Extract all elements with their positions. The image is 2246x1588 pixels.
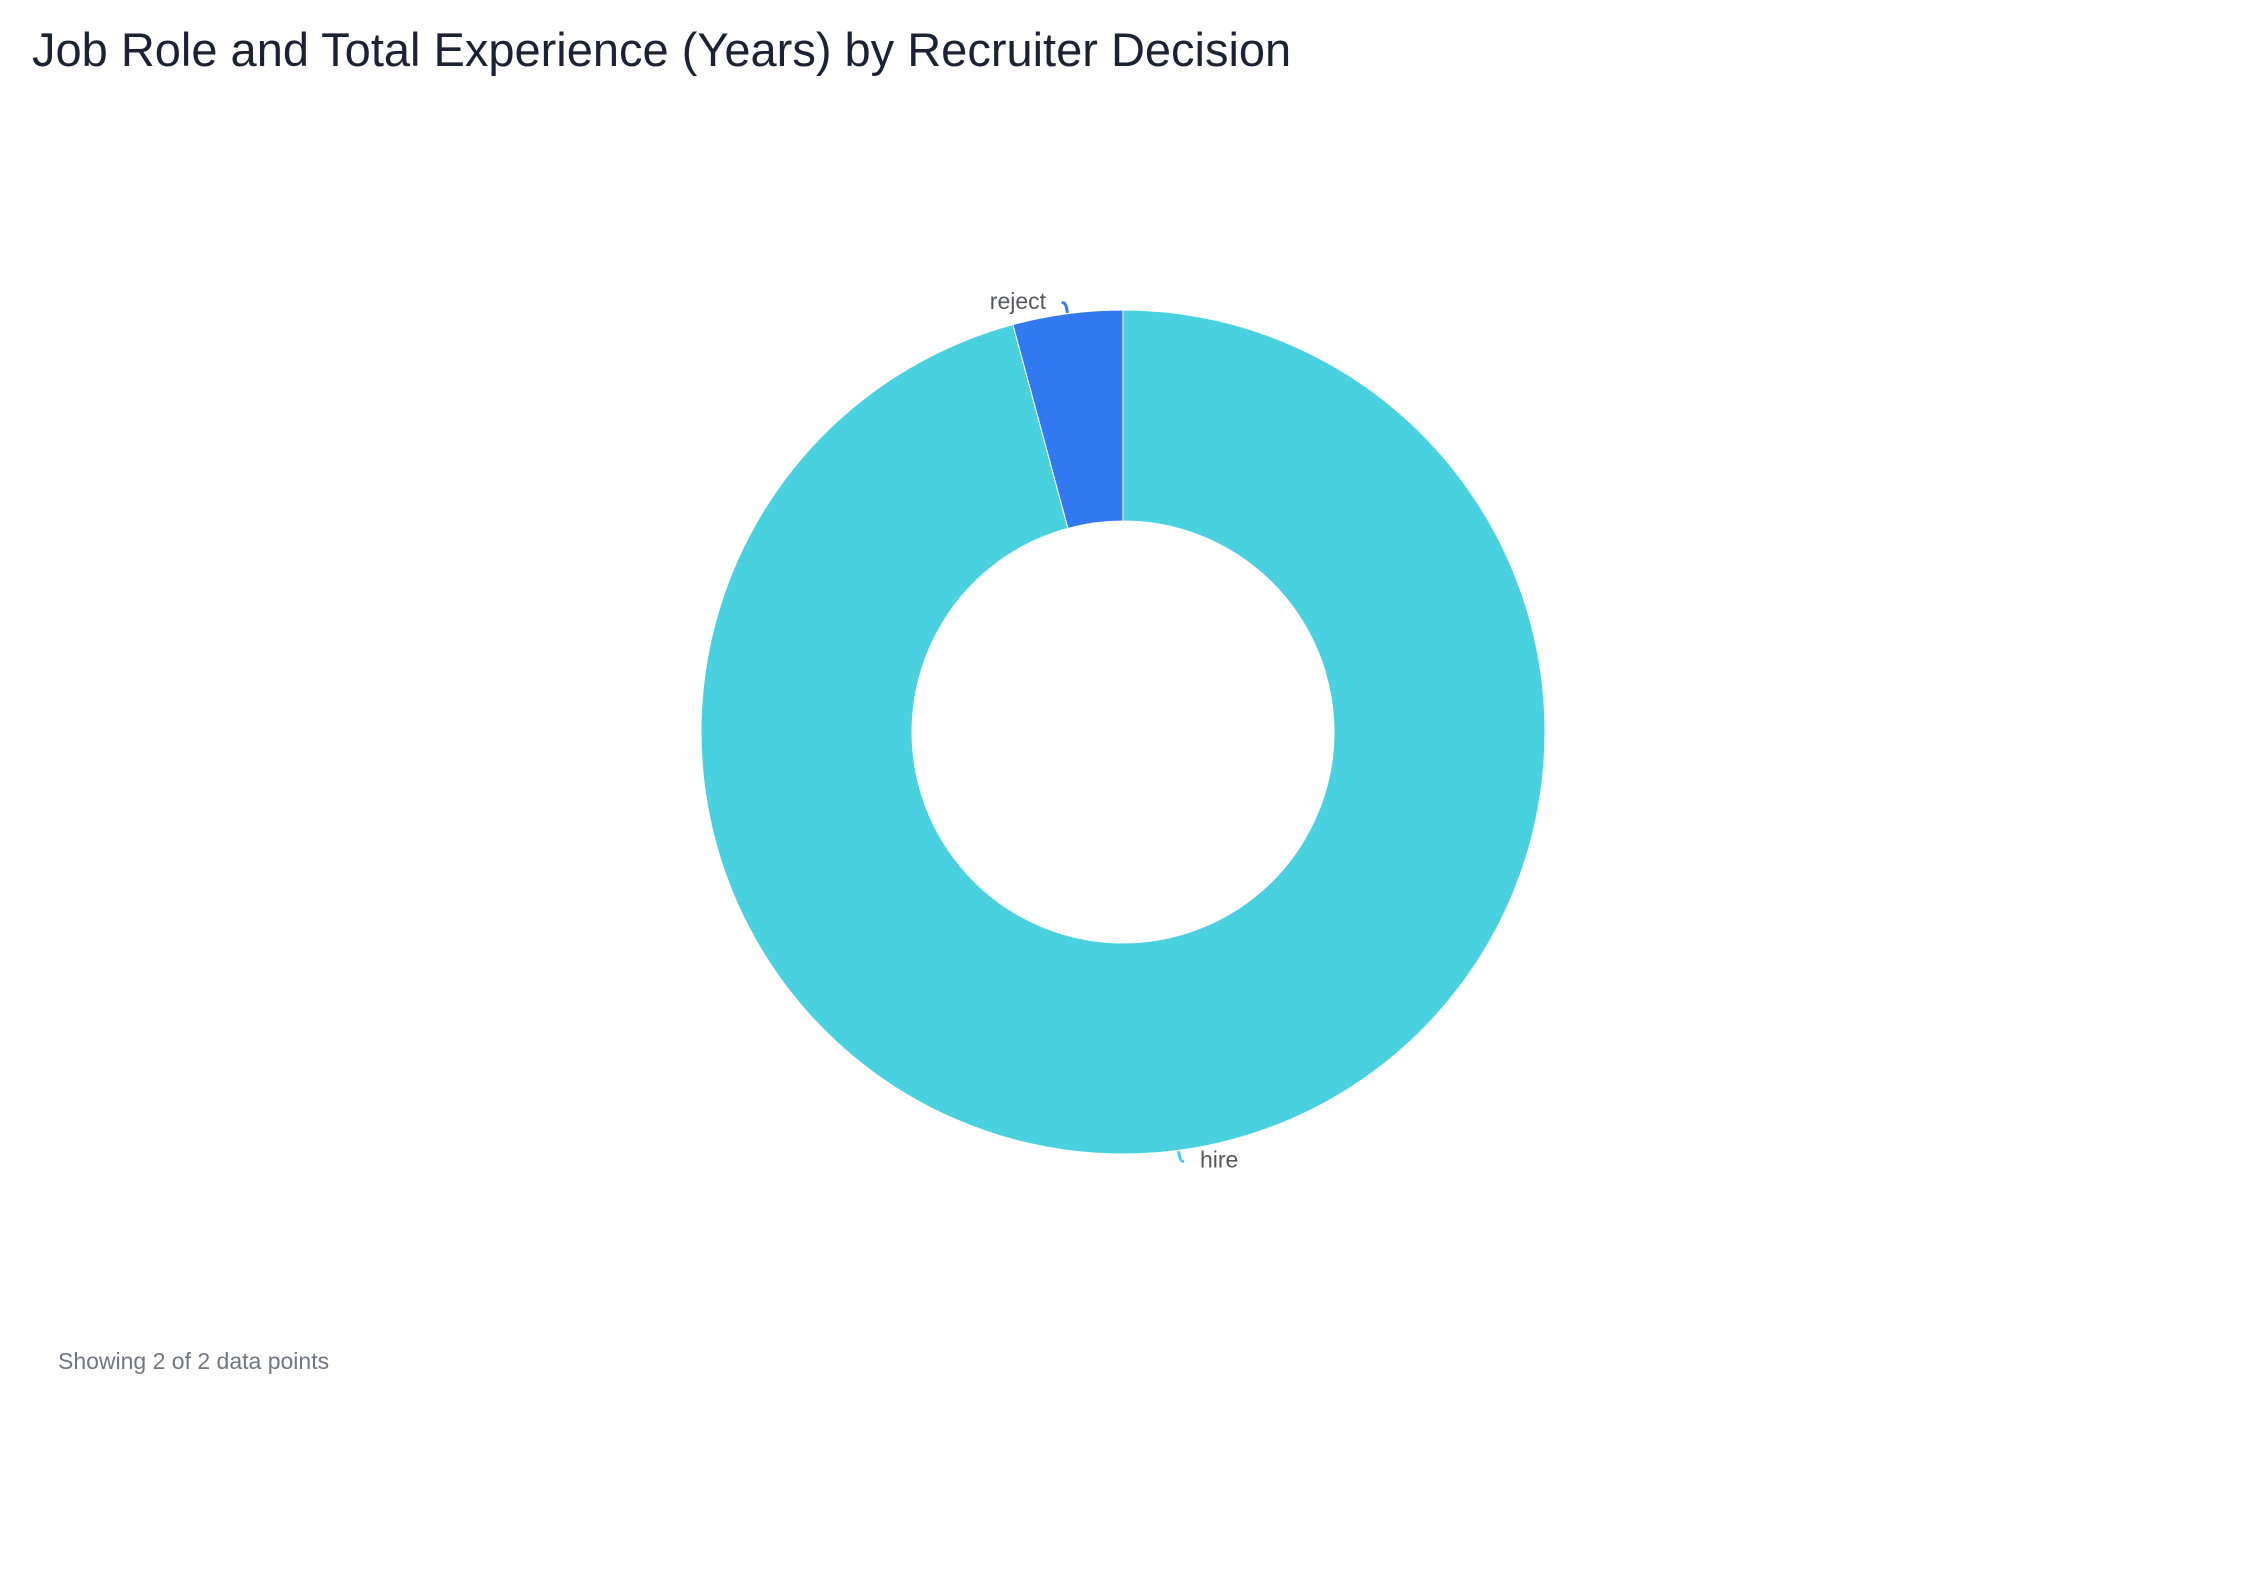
label-reject: reject <box>990 288 1047 314</box>
leader-reject <box>1061 301 1069 314</box>
chart-title: Job Role and Total Experience (Years) by… <box>32 23 1292 76</box>
label-hire: hire <box>1200 1146 1238 1172</box>
slice-hire[interactable] <box>700 309 1546 1155</box>
leader-hire <box>1177 1150 1185 1163</box>
data-points-note: Showing 2 of 2 data points <box>58 1348 330 1374</box>
label-leaders <box>1061 301 1185 1163</box>
donut-slices <box>700 309 1546 1155</box>
slice-reject[interactable] <box>1012 309 1124 529</box>
slice-labels: hire reject <box>990 288 1239 1172</box>
